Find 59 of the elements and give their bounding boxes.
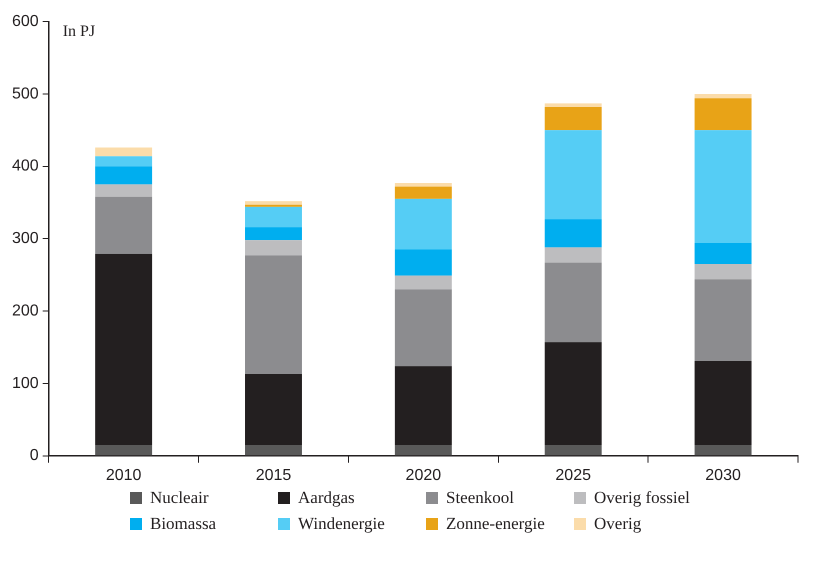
- bar: [394, 366, 452, 445]
- bar: [694, 130, 752, 244]
- bar: [394, 182, 452, 187]
- legend-label: Steenkool: [446, 488, 514, 508]
- bar: [245, 444, 302, 456]
- x-tick-label: 2025: [555, 466, 592, 484]
- legend-label: Windenergie: [298, 514, 385, 534]
- bar: [544, 219, 602, 248]
- legend-label: Zonne-energie: [446, 514, 545, 534]
- bar: [95, 254, 152, 445]
- legend-label: Biomassa: [150, 514, 216, 534]
- x-tick-label: 2030: [705, 466, 741, 484]
- y-tick-label: 600: [12, 13, 39, 30]
- bar: [544, 444, 602, 456]
- x-tick-label: 2020: [406, 466, 442, 484]
- bar: [694, 264, 752, 280]
- bar: [245, 206, 302, 228]
- annotation: In PJ: [62, 22, 96, 40]
- y-tick-label: 400: [12, 158, 39, 175]
- bar: [694, 98, 752, 130]
- y-tick-label: 300: [12, 230, 39, 248]
- y-tick-label: 0: [30, 447, 39, 464]
- y-tick-label: 500: [12, 85, 39, 102]
- bar: [394, 186, 452, 199]
- legend-label: Overig: [594, 514, 642, 534]
- bar: [394, 250, 452, 276]
- bar: [694, 361, 752, 445]
- bar: [394, 276, 452, 290]
- legend-label: Aardgas: [298, 488, 355, 508]
- bar: [544, 262, 602, 342]
- x-tick-label: 2010: [106, 466, 142, 484]
- x-tick-label: 2015: [256, 466, 292, 484]
- bar: [694, 94, 752, 98]
- bar: [95, 156, 152, 166]
- bar: [95, 166, 152, 184]
- legend-label: Nucleair: [150, 488, 209, 508]
- bar: [544, 342, 602, 445]
- bar: [694, 444, 752, 456]
- bar: [245, 240, 302, 256]
- bar: [544, 130, 602, 220]
- y-tick-label: 200: [12, 302, 39, 320]
- bar: [394, 198, 452, 250]
- bar: [544, 103, 602, 107]
- bar: [245, 201, 302, 205]
- bar: [394, 444, 452, 456]
- bar: [95, 184, 152, 197]
- bar: [95, 196, 152, 254]
- bar: [544, 247, 602, 263]
- bar: [544, 106, 602, 130]
- bar: [95, 148, 152, 156]
- bar: [245, 227, 302, 240]
- bar: [694, 279, 752, 361]
- bar: [95, 444, 152, 456]
- bar: [245, 255, 302, 374]
- y-tick-label: 100: [12, 374, 39, 392]
- bar: [394, 289, 452, 366]
- bar: [245, 374, 302, 445]
- legend-label: Overig fossiel: [594, 488, 690, 508]
- bar: [694, 243, 752, 264]
